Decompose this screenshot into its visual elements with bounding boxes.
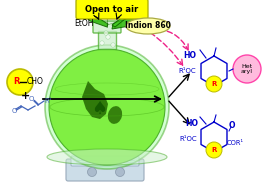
Text: +: + (20, 91, 30, 101)
Text: R¹OC: R¹OC (179, 136, 197, 142)
Text: O: O (11, 108, 17, 114)
Circle shape (100, 41, 104, 45)
Circle shape (116, 167, 124, 177)
Text: R¹: R¹ (44, 98, 52, 104)
Circle shape (7, 69, 33, 95)
Text: ♠: ♠ (91, 100, 107, 118)
Text: O: O (28, 96, 34, 102)
Text: R: R (14, 77, 20, 87)
Ellipse shape (108, 106, 122, 124)
Circle shape (233, 55, 261, 83)
Ellipse shape (49, 49, 165, 165)
Circle shape (106, 35, 110, 39)
Text: CHO: CHO (27, 77, 44, 87)
Text: R: R (211, 81, 217, 87)
Text: R¹OC: R¹OC (178, 68, 196, 74)
Circle shape (111, 43, 115, 47)
Polygon shape (80, 11, 108, 27)
FancyBboxPatch shape (66, 159, 144, 181)
FancyBboxPatch shape (76, 0, 148, 19)
Polygon shape (112, 1, 138, 27)
Ellipse shape (45, 45, 169, 169)
Text: HO: HO (185, 119, 198, 128)
FancyBboxPatch shape (71, 156, 139, 166)
Text: Open to air: Open to air (85, 5, 139, 13)
Circle shape (87, 167, 96, 177)
Text: O: O (229, 121, 235, 129)
Text: HO: HO (183, 50, 196, 60)
Polygon shape (112, 14, 148, 29)
Polygon shape (82, 81, 108, 119)
Text: Het
aryl: Het aryl (241, 64, 253, 74)
Text: COR¹: COR¹ (227, 140, 244, 146)
FancyBboxPatch shape (93, 21, 121, 33)
Circle shape (206, 142, 222, 158)
Circle shape (104, 31, 108, 35)
FancyBboxPatch shape (98, 31, 116, 49)
Text: EtOH: EtOH (74, 19, 94, 28)
Ellipse shape (47, 149, 167, 165)
Ellipse shape (126, 18, 170, 34)
Text: Indion 860: Indion 860 (125, 22, 171, 30)
Text: R: R (211, 147, 217, 153)
Circle shape (206, 76, 222, 92)
